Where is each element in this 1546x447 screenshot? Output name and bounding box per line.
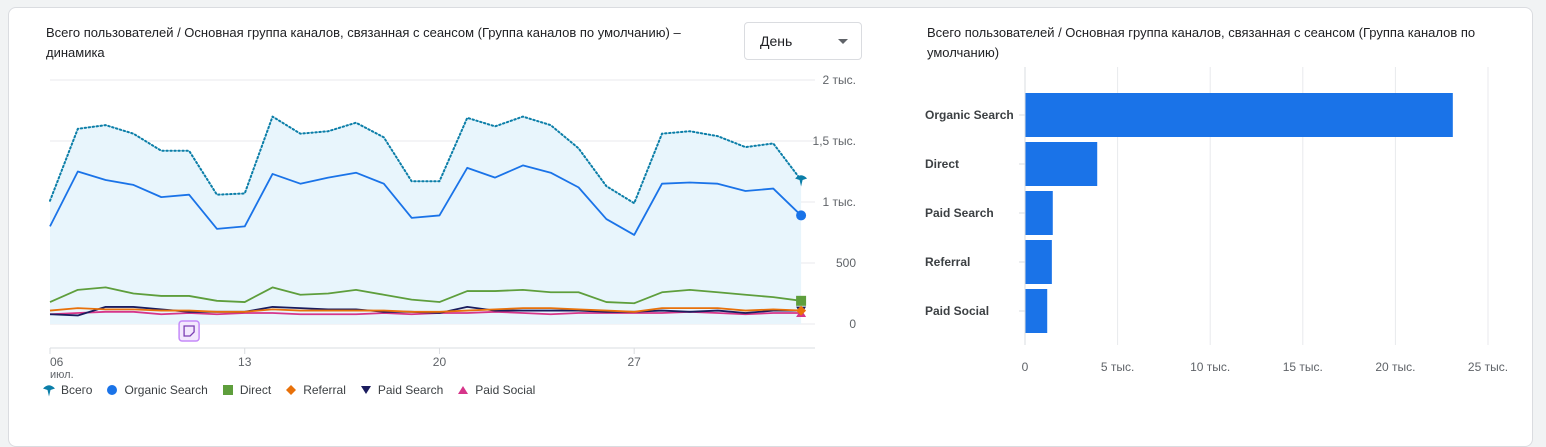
line-chart-title: Всего пользователей / Основная группа ка… [46,25,681,60]
bar-category-label: Referral [925,255,970,269]
legend-item-direct[interactable]: Direct [221,383,271,397]
legend-symbol [222,385,233,395]
legend-item-всего[interactable]: Всего [42,383,92,397]
legend-label: Organic Search [124,383,208,397]
x-tick-label: 10 тыс. [1190,360,1230,374]
legend-square-icon [222,385,233,395]
x-tick-label: 13 [238,355,252,369]
legend-triangle-down-icon [360,386,371,394]
legend-circle-icon [107,385,118,395]
legend-label: Referral [303,383,346,397]
legend-label: Paid Social [475,383,536,397]
bar-paid-social[interactable] [1025,289,1048,333]
legend-pin-icon [43,385,55,397]
legend-symbol [458,386,469,394]
x-tick-label: 20 тыс. [1375,360,1415,374]
x-tick-label: 27 [628,355,642,369]
bar-chart: 0 5 тыс. 10 тыс. 15 тыс. 20 тыс. 25 тыс. Organ… [925,67,1508,374]
bar-chart-title: Всего пользователей / Основная группа ка… [927,25,1476,60]
legend-label: Direct [239,383,272,397]
note-icon[interactable] [178,320,200,342]
series-line-paid-social[interactable] [49,310,802,316]
line-chart-legend: Всего Organic Search Direct Referral Paid Se… [42,383,535,397]
y-tick-label: 1 тыс. [823,195,856,209]
bar-direct[interactable] [1025,142,1098,186]
series-end-marker-organic-search [796,210,807,221]
x-tick-label: 0 [1022,360,1029,374]
legend-item-paid-social[interactable]: Paid Social [456,383,535,397]
legend-symbol [360,386,371,394]
legend-item-paid-search[interactable]: Paid Search [359,383,443,397]
legend-label: Paid Search [377,383,444,397]
series-end-marker-referral [796,305,807,316]
y-tick-label: 2 тыс. [823,73,856,87]
legend-diamond-icon [286,385,297,395]
legend-item-referral[interactable]: Referral [284,383,346,397]
legend-triangle-up-icon [458,386,469,394]
legend-symbol [43,385,55,397]
legend-symbol [107,385,118,395]
y-tick-label: 0 [849,317,856,331]
bar-category-label: Organic Search [925,108,1014,122]
legend-symbol [286,385,297,395]
series-end-marker-direct [796,295,807,306]
x-tick-label: 5 тыс. [1101,360,1134,374]
x-tick-sublabel: июл. [50,369,74,380]
granularity-select[interactable]: День [744,22,862,60]
series-line-referral[interactable] [49,307,802,313]
legend-item-organic-search[interactable]: Organic Search [105,383,208,397]
granularity-value: День [760,33,793,49]
bar-category-label: Paid Social [925,304,989,318]
x-tick-label: 25 тыс. [1468,360,1508,374]
x-tick-label: 06 [50,355,64,369]
bar-organic-search[interactable] [1025,93,1453,137]
total-area-fill [50,116,802,324]
series-line-всего[interactable] [49,115,803,205]
x-tick-label: 20 [433,355,447,369]
series-line-direct[interactable] [49,286,802,305]
x-tick-label: 15 тыс. [1283,360,1323,374]
bar-paid-search[interactable] [1025,191,1053,235]
series-line-organic-search[interactable] [49,164,802,236]
y-tick-label: 500 [836,256,856,270]
series-end-marker-всего [795,175,808,187]
y-tick-label: 1,5 тыс. [813,134,856,148]
bar-category-label: Direct [925,157,959,171]
bar-category-label: Paid Search [925,206,994,220]
chevron-down-icon [838,39,848,44]
bar-referral[interactable] [1025,240,1052,284]
legend-label: Всего [61,383,93,397]
